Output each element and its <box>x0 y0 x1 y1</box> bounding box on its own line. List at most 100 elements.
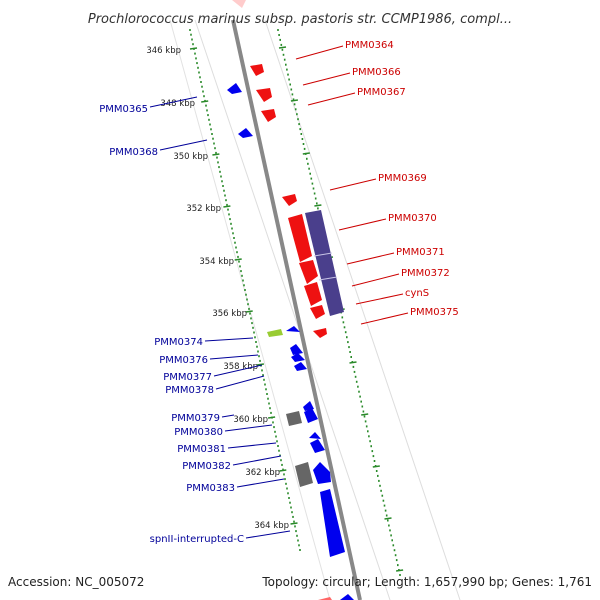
ruler-dot <box>270 411 272 414</box>
gene-label-pmm0382[interactable]: PMM0382 <box>182 461 231 472</box>
gene-label-pmm0369[interactable]: PMM0369 <box>378 173 427 184</box>
gene-label-spnii-interrupted-c[interactable]: spnII-interrupted-C <box>150 534 244 545</box>
feature-pmm0372[interactable] <box>304 282 322 306</box>
tick-label: 354 kbp <box>199 257 234 267</box>
tick-label: 352 kbp <box>186 204 221 214</box>
ruler-dot <box>285 63 287 66</box>
feature-partial-top[interactable] <box>232 0 246 8</box>
gene-label-pmm0377[interactable]: PMM0377 <box>163 372 212 383</box>
ruler-dot <box>219 170 221 173</box>
ruler-dot <box>224 194 226 197</box>
tick-label: 346 kbp <box>146 46 181 56</box>
feature-pmm0366[interactable] <box>256 88 272 102</box>
gene-label-pmm0371[interactable]: PMM0371 <box>396 247 445 258</box>
feature-pmm0367[interactable] <box>261 109 276 122</box>
ruler-dot <box>399 574 401 576</box>
ruler-dot <box>316 202 318 205</box>
ruler-dot <box>394 554 397 557</box>
gene-label-pmm0372[interactable]: PMM0372 <box>401 268 450 279</box>
ruler-dot <box>201 85 203 88</box>
feature-pmm0376[interactable] <box>290 344 303 355</box>
ruler-dot <box>239 265 241 268</box>
ruler-dot <box>281 463 283 466</box>
gene-label-pmm0381[interactable]: PMM0381 <box>177 444 226 455</box>
ruler-dot <box>311 182 314 185</box>
ruler-dot <box>255 341 257 343</box>
ring-outline-inner <box>169 19 331 600</box>
gene-label-pmm0366[interactable]: PMM0366 <box>352 67 401 78</box>
gene-label-pmm0364[interactable]: PMM0364 <box>345 40 394 51</box>
ruler-dot <box>314 197 317 200</box>
gene-label-pmm0370[interactable]: PMM0370 <box>388 213 437 224</box>
ruler-dot <box>275 435 277 438</box>
feature-pmm0364[interactable] <box>250 64 264 76</box>
feature-pmm0371[interactable] <box>299 260 318 284</box>
ruler-dot <box>200 81 202 83</box>
ruler-dot <box>289 501 291 504</box>
gene-label-cyns[interactable]: cynS <box>405 288 429 299</box>
gene-label-pmm0376[interactable]: PMM0376 <box>159 355 208 366</box>
feature-pmm0377[interactable] <box>291 353 305 362</box>
feature-pmm0382[interactable] <box>310 439 325 453</box>
ruler-dot <box>287 492 289 495</box>
gene-label-pmm0378[interactable]: PMM0378 <box>165 385 214 396</box>
ruler-dot <box>313 192 316 195</box>
ruler-left <box>189 29 301 551</box>
feature-pmm0383[interactable] <box>313 462 331 484</box>
ruler-dot <box>343 326 346 329</box>
gene-label-pmm0365[interactable]: PMM0365 <box>99 104 148 115</box>
feature-pmm0370[interactable] <box>288 214 312 262</box>
feature-spnii-interrupted-c[interactable] <box>320 489 345 557</box>
feature-partial-bottom-blue[interactable] <box>340 594 354 600</box>
gene-label-pmm0368[interactable]: PMM0368 <box>109 147 158 158</box>
gene-label-pmm0380[interactable]: PMM0380 <box>174 427 223 438</box>
ruler-dot <box>213 142 215 145</box>
ruler-dot <box>309 172 311 175</box>
feature-pmm0381[interactable] <box>309 432 321 439</box>
feature-pmm0378[interactable] <box>294 362 307 371</box>
ruler-dot <box>372 455 375 458</box>
ruler-dot <box>298 123 300 126</box>
ruler-dot <box>243 284 245 287</box>
ruler-dot <box>382 499 385 502</box>
ruler-dot <box>269 407 271 410</box>
ruler-dot <box>292 98 295 101</box>
feature-pmm0369[interactable] <box>282 194 297 206</box>
map-title: Prochlorococcus marinus subsp. pastoris … <box>88 12 512 27</box>
ruler-dot <box>246 298 248 301</box>
tick-label: 348 kbp <box>160 99 195 109</box>
feature-pseudo-2[interactable] <box>295 462 313 487</box>
ruler-dot <box>237 255 239 258</box>
ruler-dot <box>291 93 294 96</box>
gene-label-pmm0375[interactable]: PMM0375 <box>410 307 459 318</box>
feature-pmm0375[interactable] <box>313 328 327 338</box>
ruler-major-tick <box>302 152 310 155</box>
ruler-dot <box>362 410 365 413</box>
ruler-dot <box>208 118 210 121</box>
gene-label-pmm0367[interactable]: PMM0367 <box>357 87 406 98</box>
ruler-dot <box>262 374 264 377</box>
feature-pmm0368[interactable] <box>238 128 253 138</box>
ruler-dot <box>231 227 233 230</box>
feature-partial-bottom-red[interactable] <box>318 597 332 600</box>
ruler-major-tick <box>384 517 392 520</box>
ruler-dot <box>250 317 252 320</box>
gene-label-pmm0379[interactable]: PMM0379 <box>171 413 220 424</box>
gene-label-pmm0374[interactable]: PMM0374 <box>154 337 203 348</box>
ruler-dot <box>297 118 299 121</box>
feature-pmm0380[interactable] <box>304 408 318 423</box>
forward-gene-labels: PMM0364 PMM0366 PMM0367 PMM0369 PMM0370 … <box>295 40 459 325</box>
ruler-dot <box>279 38 281 41</box>
ruler-dot <box>293 520 295 523</box>
feature-rna[interactable] <box>267 329 283 337</box>
feature-pmm0374[interactable] <box>286 326 300 332</box>
feature-pseudo-1[interactable] <box>286 411 302 426</box>
feature-pmm0365[interactable] <box>227 83 242 94</box>
ruler-dot <box>377 474 379 477</box>
gene-label-pmm0383[interactable]: PMM0383 <box>186 483 235 494</box>
feature-cyns[interactable] <box>310 305 325 319</box>
ruler-dot <box>367 430 369 433</box>
ruler-dot <box>199 76 201 79</box>
